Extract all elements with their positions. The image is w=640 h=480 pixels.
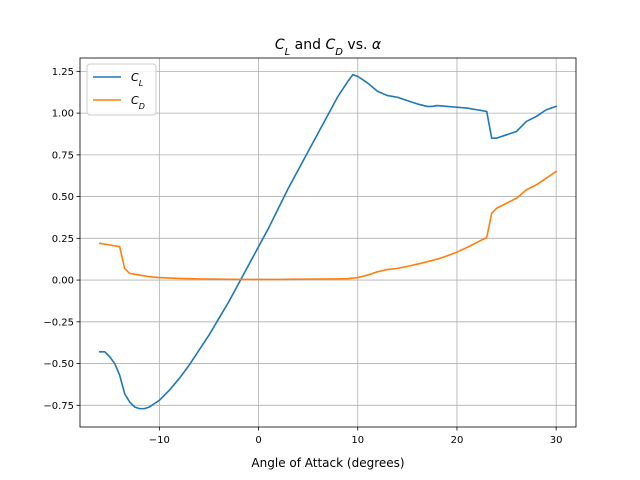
title-part: L xyxy=(285,47,291,58)
series-line-CD xyxy=(98,170,558,281)
legend-label: CD xyxy=(131,94,145,111)
chart-title: CL and CD vs. α xyxy=(275,37,382,58)
legend-box xyxy=(86,63,157,116)
title-part: and xyxy=(290,37,325,53)
plot-frame xyxy=(79,57,577,428)
y-tick-label: 1.25 xyxy=(52,67,74,78)
legend-label-main: C xyxy=(131,71,139,84)
x-axis-label: Angle of Attack (degrees) xyxy=(251,456,404,470)
x-tick-label: 0 xyxy=(255,435,261,446)
series-lines xyxy=(98,73,558,410)
legend-label: CL xyxy=(131,71,143,88)
y-axis-ticks: −0.75 −0.50 −0.25 0.00 0.25 0.50 0.75 1.00 1.25 xyxy=(43,67,80,412)
x-tick-label: 20 xyxy=(451,435,464,446)
title-part: C xyxy=(325,37,335,53)
y-tick-label: 0.00 xyxy=(52,276,74,287)
y-tick-label: −0.50 xyxy=(43,359,74,370)
x-tick-label: 30 xyxy=(550,435,563,446)
x-tick-label: −10 xyxy=(149,435,170,446)
y-tick-label: −0.25 xyxy=(43,317,74,328)
y-tick-label: 0.25 xyxy=(52,234,74,245)
x-axis-ticks: −10 0 10 20 30 xyxy=(149,427,563,446)
legend-label-main: C xyxy=(131,94,139,107)
series-line-CL xyxy=(99,73,558,410)
title-part: α xyxy=(372,37,382,53)
legend-label-sub: L xyxy=(139,79,143,88)
y-tick-label: 0.50 xyxy=(52,192,74,203)
y-tick-label: 0.75 xyxy=(52,150,74,161)
y-tick-label: 1.00 xyxy=(52,109,74,120)
x-tick-label: 10 xyxy=(351,435,364,446)
legend-label-sub: D xyxy=(139,102,145,111)
y-tick-label: −0.75 xyxy=(43,401,74,412)
title-part: D xyxy=(335,47,343,58)
title-part: vs. xyxy=(343,37,372,53)
title-part: C xyxy=(275,37,285,53)
